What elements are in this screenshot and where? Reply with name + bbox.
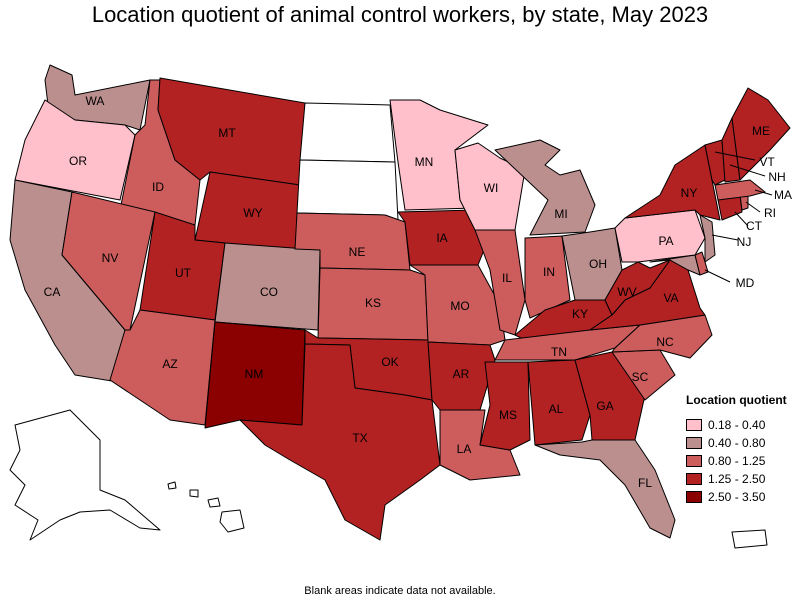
label-ks: KS <box>365 296 381 310</box>
state-al[interactable] <box>527 359 591 446</box>
legend-label-2: 0.40 - 0.80 <box>708 436 766 450</box>
label-tn: TN <box>551 345 567 359</box>
legend-item-2: 0.40 - 0.80 <box>686 434 787 452</box>
state-nj[interactable] <box>699 214 716 263</box>
legend-label-5: 2.50 - 3.50 <box>708 490 766 504</box>
label-nj: NJ <box>737 235 752 249</box>
state-mi[interactable] <box>494 139 596 236</box>
state-or[interactable] <box>14 99 136 201</box>
label-in: IN <box>543 265 555 279</box>
legend-item-1: 0.18 - 0.40 <box>686 416 787 434</box>
label-wa: WA <box>86 94 105 108</box>
label-ca: CA <box>44 285 61 299</box>
state-labels: WA OR CA ID NV MT WY UT AZ CO NM NE KS O… <box>44 94 792 490</box>
label-ma: MA <box>774 188 792 202</box>
label-va: VA <box>663 291 678 305</box>
state-pr[interactable] <box>731 529 768 549</box>
state-tx[interactable] <box>239 343 441 541</box>
state-mo[interactable] <box>409 264 506 346</box>
state-ak[interactable] <box>9 409 161 541</box>
legend-item-3: 0.80 - 1.25 <box>686 452 787 470</box>
label-ok: OK <box>381 355 398 369</box>
legend-swatch-4 <box>686 473 702 485</box>
label-fl: FL <box>638 476 652 490</box>
label-ri: RI <box>764 206 776 220</box>
label-al: AL <box>549 402 564 416</box>
label-pa: PA <box>658 234 673 248</box>
label-id: ID <box>152 180 164 194</box>
label-nm: NM <box>245 367 264 381</box>
label-ky: KY <box>572 307 588 321</box>
legend-swatch-5 <box>686 491 702 503</box>
map-title: Location quotient of animal control work… <box>91 2 709 27</box>
state-nd[interactable] <box>299 102 396 163</box>
label-me: ME <box>752 124 770 138</box>
label-nv: NV <box>102 251 119 265</box>
label-mn: MN <box>415 155 434 169</box>
legend: Location quotient 0.18 - 0.40 0.40 - 0.8… <box>686 393 787 506</box>
state-wi[interactable] <box>454 142 526 231</box>
label-ut: UT <box>175 266 192 280</box>
state-sd[interactable] <box>296 159 399 221</box>
label-la: LA <box>457 442 472 456</box>
label-il: IL <box>502 271 512 285</box>
label-nc: NC <box>656 335 674 349</box>
label-ar: AR <box>453 367 470 381</box>
label-wi: WI <box>484 181 499 195</box>
label-mi: MI <box>554 207 567 221</box>
state-hi[interactable] <box>167 481 245 533</box>
state-de[interactable] <box>694 251 709 276</box>
legend-swatch-2 <box>686 437 702 449</box>
label-nh: NH <box>768 170 785 184</box>
label-sc: SC <box>632 370 649 384</box>
label-ne: NE <box>349 245 366 259</box>
label-mo: MO <box>450 299 469 313</box>
label-wv: WV <box>617 285 636 299</box>
state-ny[interactable] <box>624 144 721 221</box>
legend-title: Location quotient <box>686 393 787 407</box>
label-ia: IA <box>436 231 447 245</box>
label-wy: WY <box>243 206 262 220</box>
state-wa[interactable] <box>44 64 151 131</box>
label-mt: MT <box>218 126 236 140</box>
state-ma[interactable] <box>714 179 766 201</box>
legend-swatch-3 <box>686 455 702 467</box>
state-ms[interactable] <box>479 361 531 451</box>
legend-label-4: 1.25 - 2.50 <box>708 472 766 486</box>
legend-item-4: 1.25 - 2.50 <box>686 470 787 488</box>
label-co: CO <box>260 285 278 299</box>
label-ga: GA <box>596 399 613 413</box>
label-ms: MS <box>499 408 517 422</box>
legend-swatch-1 <box>686 419 702 431</box>
legend-label-1: 0.18 - 0.40 <box>708 418 766 432</box>
footnote: Blank areas indicate data not available. <box>304 585 496 597</box>
state-vt[interactable] <box>704 139 726 186</box>
state-fl[interactable] <box>534 439 676 539</box>
legend-item-5: 2.50 - 3.50 <box>686 488 787 506</box>
label-ny: NY <box>681 186 698 200</box>
label-ct: CT <box>746 219 763 233</box>
label-md: MD <box>736 276 755 290</box>
state-me[interactable] <box>731 87 791 181</box>
callout-lines <box>704 151 773 283</box>
label-oh: OH <box>589 257 607 271</box>
legend-label-3: 0.80 - 1.25 <box>708 454 766 468</box>
label-tx: TX <box>352 431 367 445</box>
label-vt: VT <box>759 155 775 169</box>
label-az: AZ <box>162 357 177 371</box>
label-or: OR <box>69 154 87 168</box>
